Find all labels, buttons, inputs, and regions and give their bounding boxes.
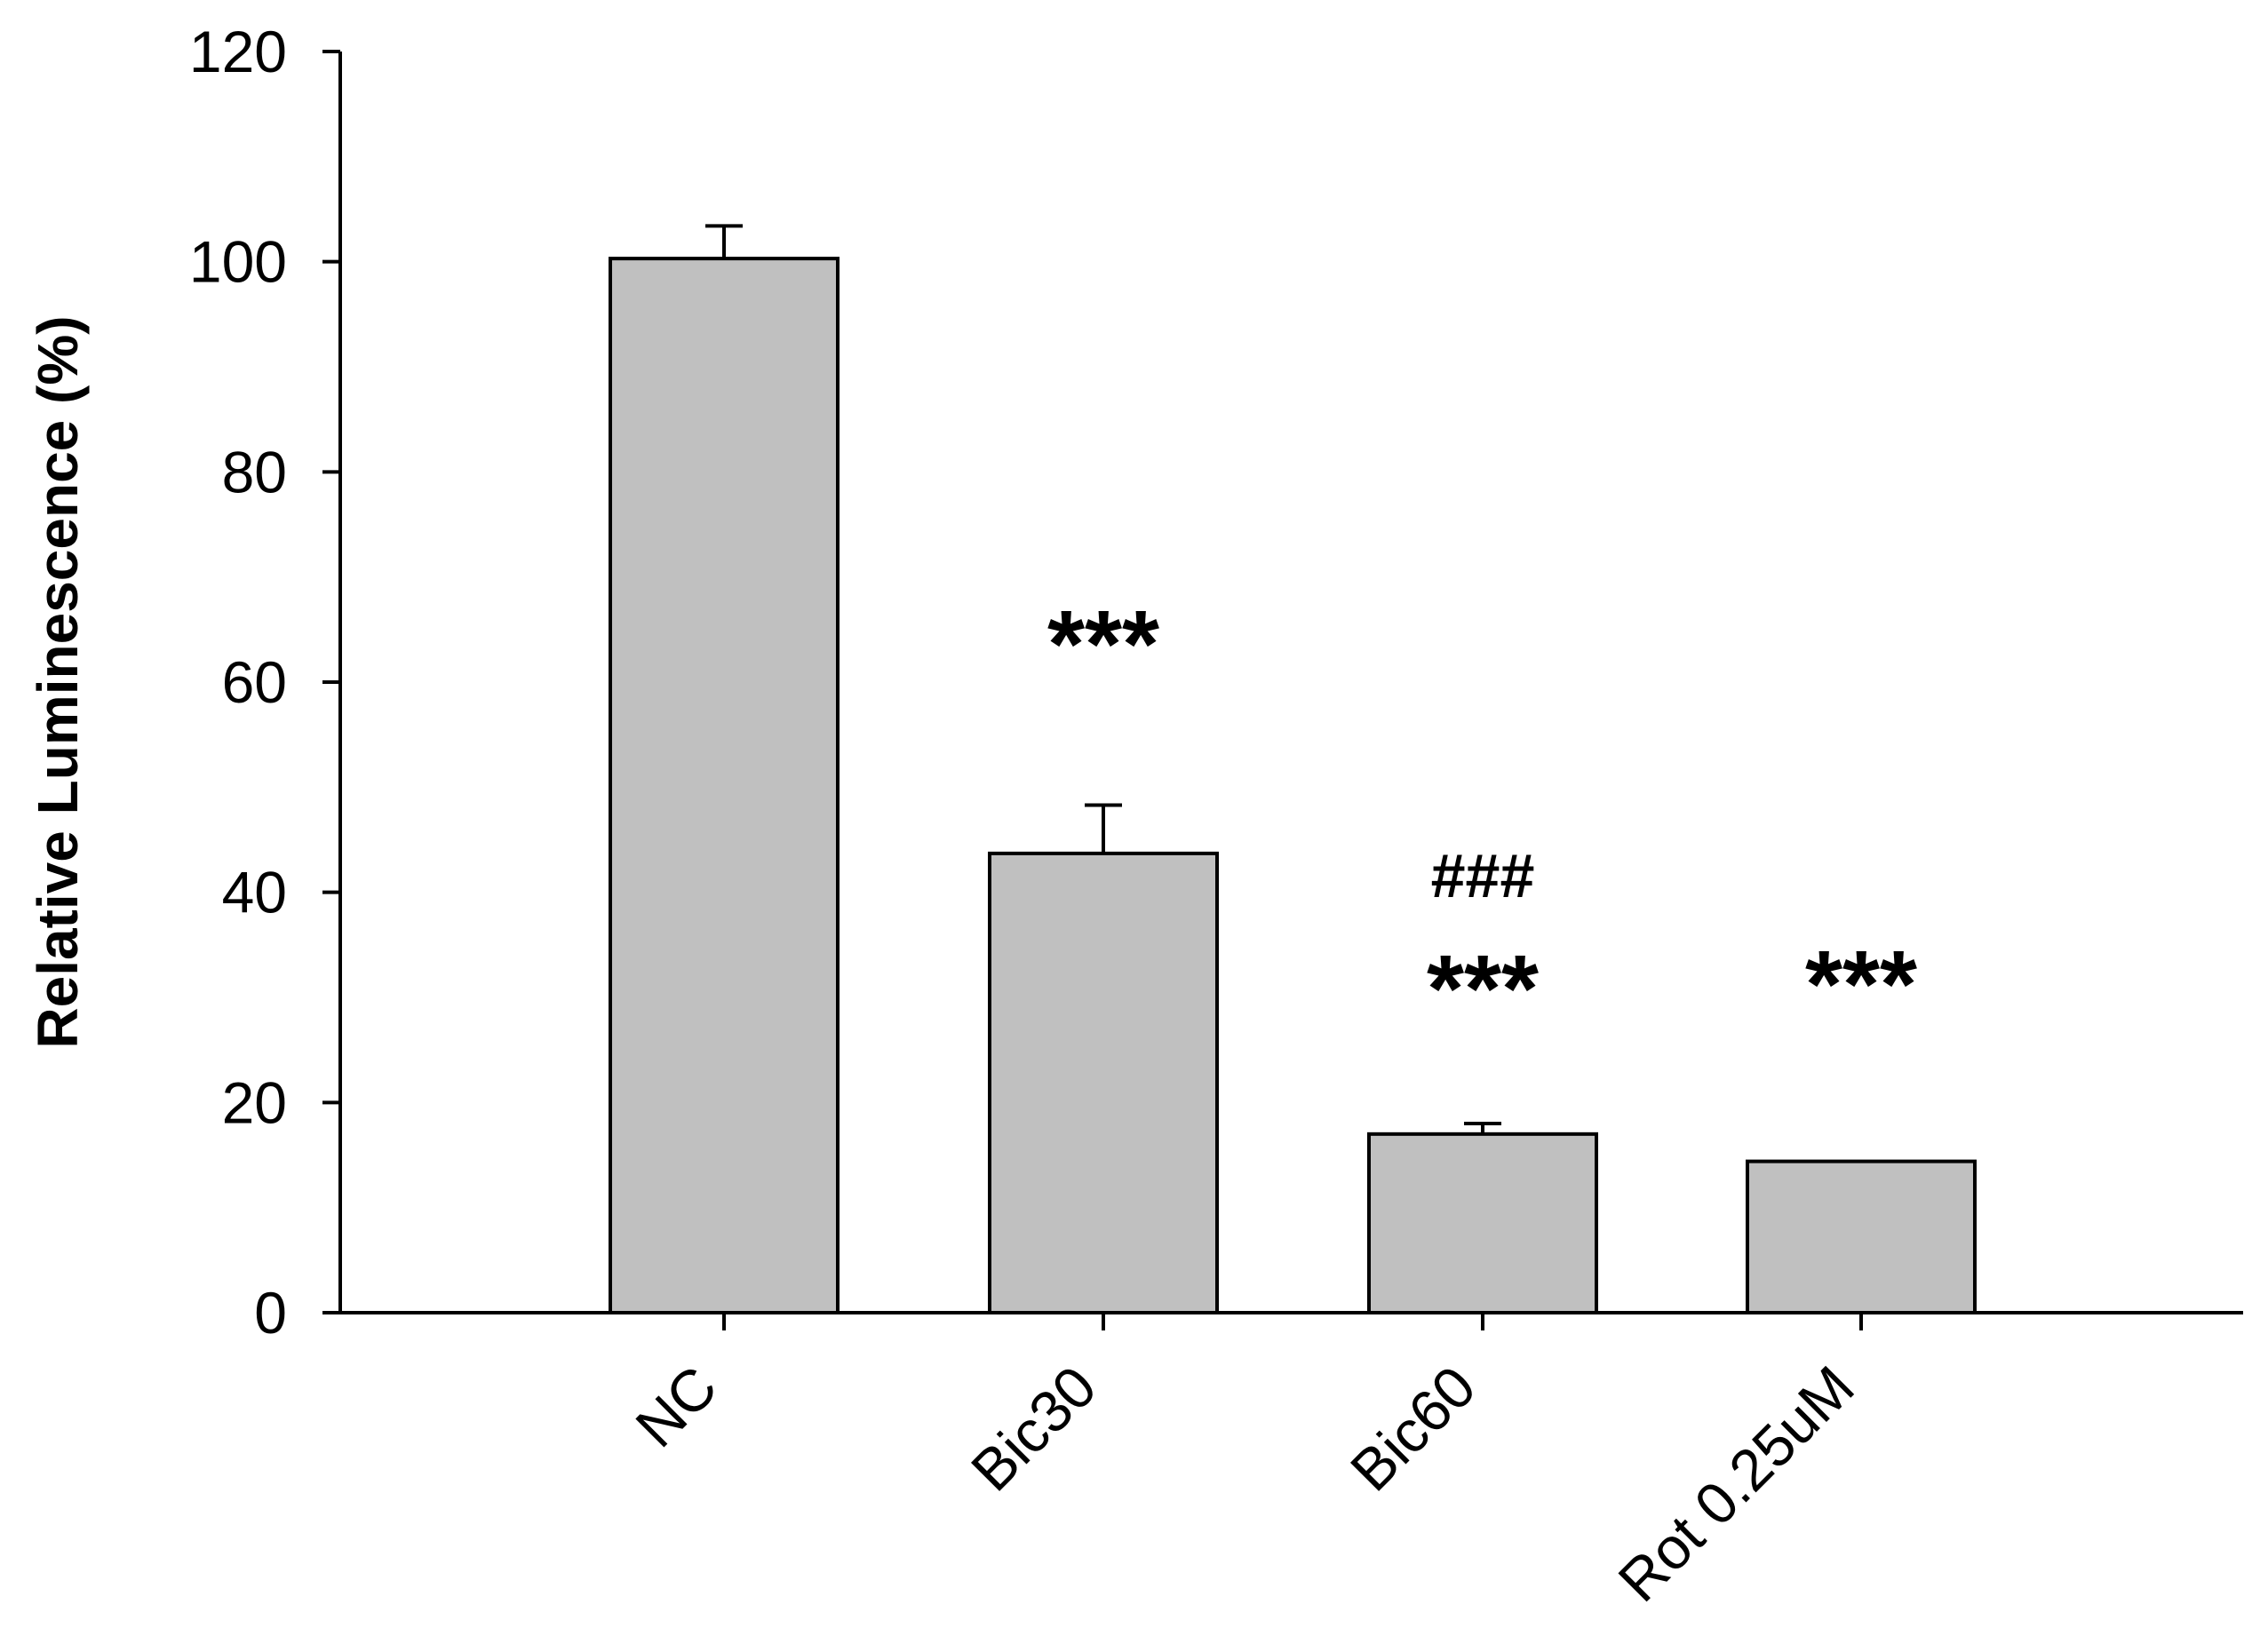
significance-stars: ***: [1047, 590, 1159, 697]
error-bars: [705, 224, 1501, 1134]
bar: [1746, 1159, 1977, 1314]
x-category-label: Bic30: [959, 1354, 1109, 1504]
significance-stars: ***: [1805, 930, 1917, 1037]
y-tick-label: 80: [222, 439, 287, 504]
significance-stars: ***: [1427, 934, 1539, 1042]
significance-annotations: *** ### *** ***: [1047, 590, 1917, 1042]
y-tick-label: 100: [189, 229, 287, 295]
y-ticks: 0 20 40 60 80 100 120: [189, 19, 340, 1346]
x-ticks: NC Bic30 Bic60 Rot 0.25uM: [623, 1313, 1866, 1614]
y-tick-label: 0: [254, 1280, 287, 1346]
x-category-label: NC: [623, 1354, 729, 1460]
bar: [988, 851, 1219, 1314]
y-axis-title: Relative Luminescence (%): [26, 315, 90, 1048]
y-tick-label: 40: [222, 860, 287, 925]
bars: [609, 257, 1977, 1315]
x-category-label: Bic60: [1338, 1354, 1488, 1504]
bar: [609, 257, 840, 1314]
y-tick-label: 20: [222, 1069, 287, 1135]
y-tick-label: 120: [189, 19, 287, 84]
x-category-label: Rot 0.25uM: [1605, 1354, 1866, 1615]
bar: [1367, 1132, 1598, 1315]
y-tick-label: 60: [222, 649, 287, 715]
hash-annotation: ###: [1431, 841, 1535, 910]
